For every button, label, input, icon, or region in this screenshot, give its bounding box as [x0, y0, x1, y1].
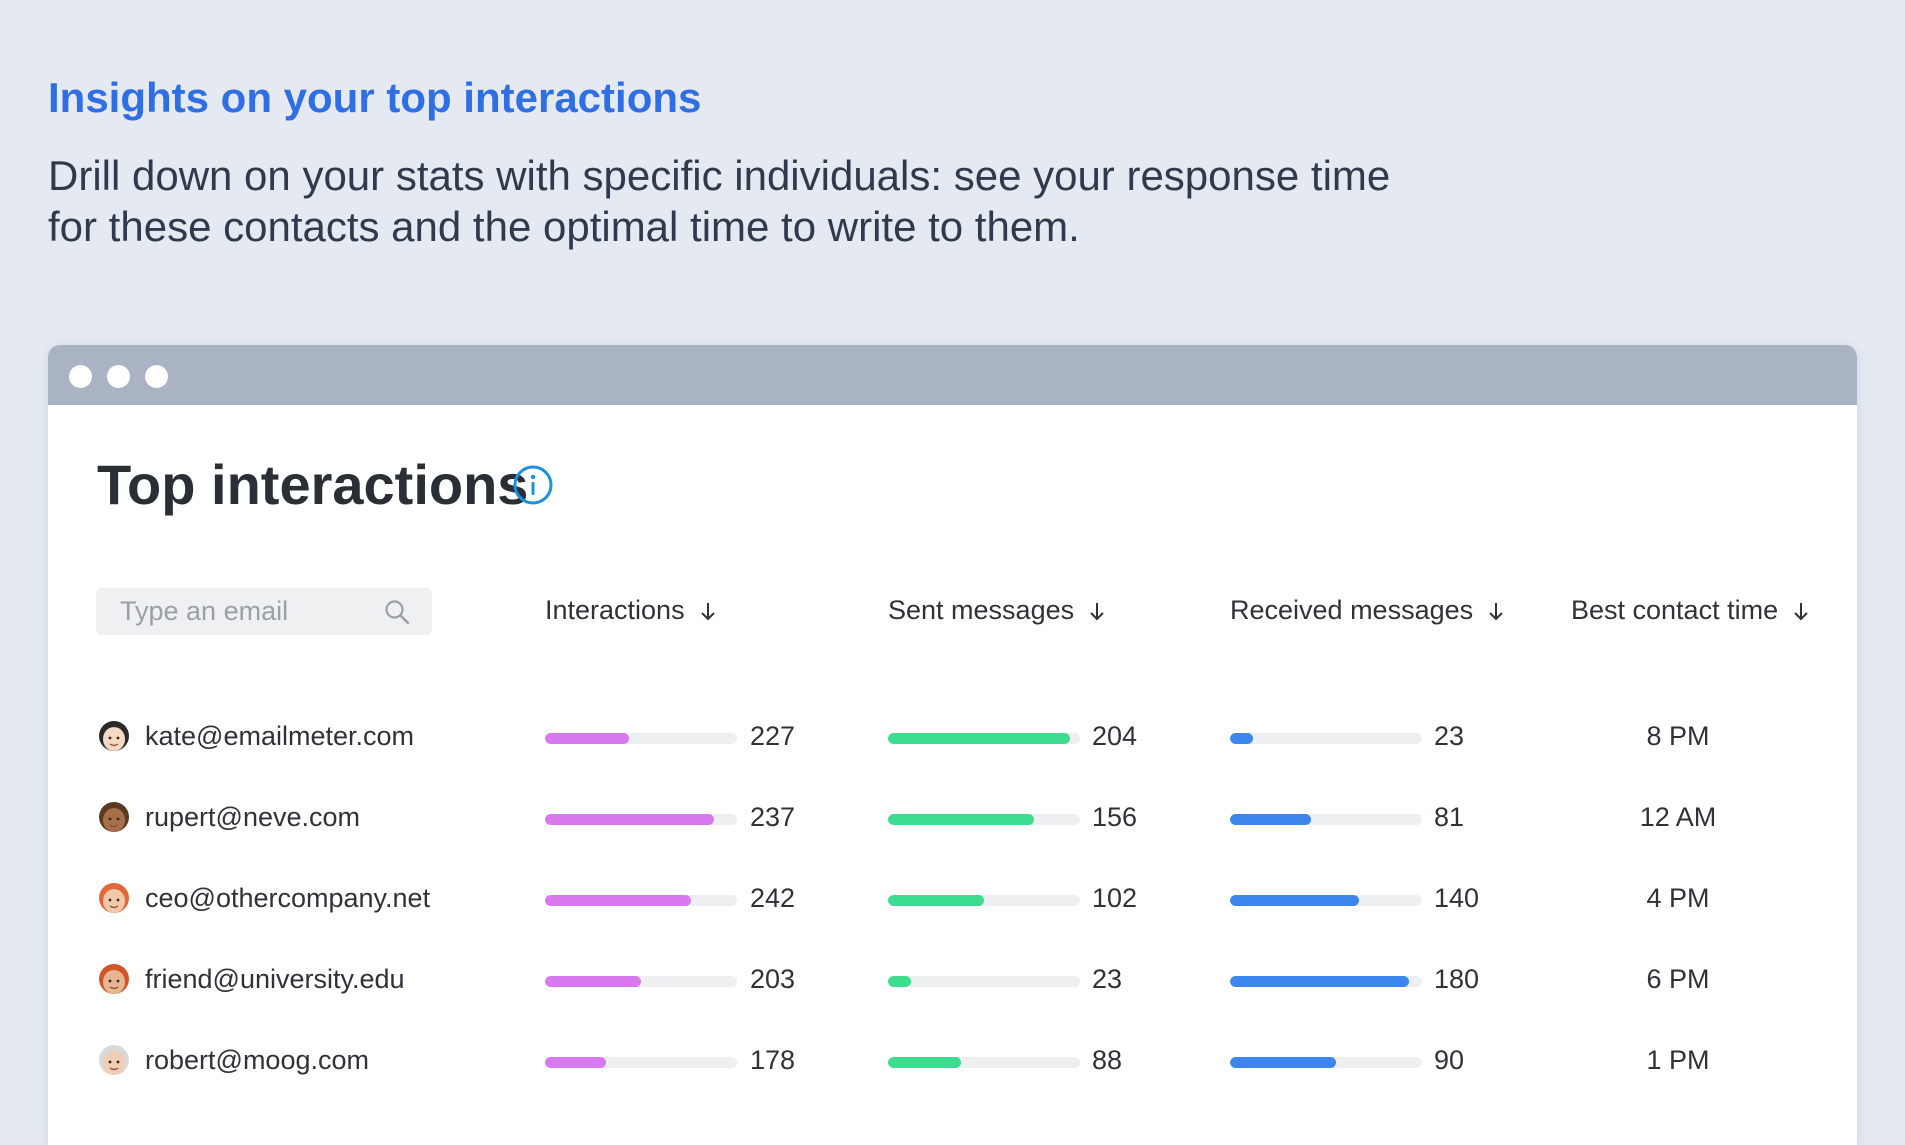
received-bar — [1230, 1057, 1422, 1068]
sent-bar — [888, 814, 1080, 825]
sent-value: 88 — [1092, 1045, 1123, 1075]
interactions-value: 227 — [750, 721, 796, 751]
app-window: Top interactions Interactions Sent messa… — [48, 345, 1857, 1145]
interactions-bar-fill — [545, 733, 630, 744]
best-contact-time: 6 PM — [1646, 964, 1710, 994]
received-bar-fill — [1230, 733, 1254, 744]
best-contact-time: 1 PM — [1646, 1045, 1710, 1075]
interactions-bar — [545, 895, 737, 906]
best-contact-time: 4 PM — [1646, 883, 1710, 913]
interactions-value: 178 — [750, 1045, 796, 1075]
interactions-value: 203 — [750, 964, 796, 994]
sent-bar — [888, 733, 1080, 744]
table-row[interactable]: friend@university.edu 203 23 180 6 PM — [48, 950, 1857, 1010]
interactions-bar-fill — [545, 976, 641, 987]
best-contact-time: 12 AM — [1639, 802, 1717, 832]
arrow-down-icon — [1794, 602, 1808, 620]
red-hair-man-avatar-icon — [99, 964, 129, 994]
contact-email[interactable]: friend@university.edu — [145, 964, 405, 994]
received-bar — [1230, 733, 1422, 744]
received-bar — [1230, 814, 1422, 825]
window-titlebar — [48, 345, 1857, 405]
info-icon[interactable] — [513, 465, 553, 505]
window-dot-maximize[interactable] — [145, 365, 168, 388]
received-bar-fill — [1230, 814, 1311, 825]
received-value: 90 — [1434, 1045, 1465, 1075]
window-dot-close[interactable] — [69, 365, 92, 388]
received-value: 23 — [1434, 721, 1465, 751]
contact-email[interactable]: kate@emailmeter.com — [145, 721, 414, 751]
received-bar-fill — [1230, 1057, 1336, 1068]
interactions-bar — [545, 814, 737, 825]
column-header-sent[interactable]: Sent messages — [888, 595, 1108, 626]
contact-email[interactable]: ceo@othercompany.net — [145, 883, 431, 913]
table-row[interactable]: rupert@neve.com 237 156 81 12 AM — [48, 788, 1857, 848]
column-header-interactions[interactable]: Interactions — [545, 595, 719, 626]
table-row[interactable]: robert@moog.com 178 88 90 1 PM — [48, 1031, 1857, 1091]
bearded-man-avatar-icon — [99, 802, 129, 832]
received-value: 140 — [1434, 883, 1480, 913]
sent-value: 156 — [1092, 802, 1138, 832]
sent-bar-fill — [888, 733, 1071, 744]
arrow-down-icon — [1489, 602, 1503, 620]
hero-title: Insights on your top interactions — [48, 74, 702, 121]
older-man-avatar-icon — [99, 1045, 129, 1075]
column-header-interactions-label: Interactions — [545, 595, 685, 625]
received-value: 180 — [1434, 964, 1480, 994]
column-header-best-time[interactable]: Best contact time — [1571, 595, 1812, 626]
sent-value: 23 — [1092, 964, 1123, 994]
table-row[interactable]: ceo@othercompany.net 242 102 140 4 PM — [48, 869, 1857, 929]
sent-bar-fill — [888, 976, 912, 987]
interactions-bar-fill — [545, 895, 691, 906]
window-dot-minimize[interactable] — [107, 365, 130, 388]
column-header-best-time-label: Best contact time — [1571, 595, 1779, 625]
column-header-received[interactable]: Received messages — [1230, 595, 1507, 626]
email-search-input[interactable] — [96, 588, 376, 635]
received-bar — [1230, 895, 1422, 906]
sent-value: 102 — [1092, 883, 1138, 913]
woman-avatar-icon — [99, 721, 129, 751]
received-bar-fill — [1230, 976, 1409, 987]
interactions-bar — [545, 976, 737, 987]
contact-email[interactable]: rupert@neve.com — [145, 802, 360, 832]
sent-bar-fill — [888, 1057, 961, 1068]
column-header-sent-label: Sent messages — [888, 595, 1075, 625]
interactions-bar — [545, 1057, 737, 1068]
sent-bar-fill — [888, 895, 984, 906]
arrow-down-icon — [700, 602, 715, 620]
red-hair-woman-avatar-icon — [99, 883, 129, 913]
arrow-down-icon — [1090, 602, 1104, 620]
received-bar-fill — [1230, 895, 1359, 906]
column-header-received-label: Received messages — [1230, 595, 1474, 625]
email-search-box — [96, 588, 432, 635]
sent-bar — [888, 1057, 1080, 1068]
interactions-bar-fill — [545, 1057, 607, 1068]
received-bar — [1230, 976, 1422, 987]
table-row[interactable]: kate@emailmeter.com 227 204 23 8 PM — [48, 707, 1857, 767]
interactions-value: 237 — [750, 802, 796, 832]
best-contact-time: 8 PM — [1646, 721, 1710, 751]
interactions-bar-fill — [545, 814, 714, 825]
sent-bar — [888, 976, 1080, 987]
contact-email[interactable]: robert@moog.com — [145, 1045, 369, 1075]
received-value: 81 — [1434, 802, 1465, 832]
sent-bar-fill — [888, 814, 1034, 825]
card-title: Top interactions — [97, 453, 529, 516]
interactions-bar — [545, 733, 737, 744]
interactions-value: 242 — [750, 883, 796, 913]
sent-value: 204 — [1092, 721, 1138, 751]
hero-subtitle: Drill down on your stats with specific i… — [48, 152, 1391, 250]
sent-bar — [888, 895, 1080, 906]
search-icon[interactable] — [384, 599, 410, 625]
